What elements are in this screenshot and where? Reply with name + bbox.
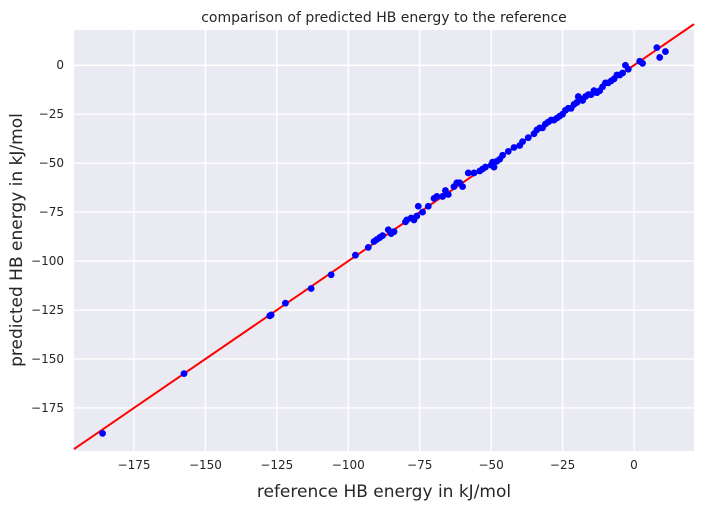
data-point [424,202,432,210]
data-point [414,202,422,210]
data-point [499,151,506,159]
data-point [352,251,359,259]
x-tick-label: 0 [630,458,638,472]
x-tick-label: −75 [407,458,432,472]
plot-area [74,30,694,451]
data-point [267,311,275,319]
y-tick-label: −50 [39,156,64,170]
data-point [99,429,106,437]
y-tick-label: −125 [31,303,64,317]
y-tick-label: −75 [39,205,64,219]
data-point [662,48,669,55]
y-tick-labels: 0 −25 −50 −75 −100 −125 −150 −175 [31,58,64,415]
data-point [470,169,478,177]
x-tick-label: −175 [118,458,151,472]
data-points [99,44,669,437]
data-point [364,243,372,251]
y-tick-label: −100 [31,254,64,268]
y-tick-label: 0 [56,58,64,72]
x-tick-label: −25 [550,458,575,472]
data-point [180,370,188,378]
y-tick-label: −150 [31,352,64,366]
x-tick-label: −50 [478,458,503,472]
data-point [307,285,315,292]
x-axis-label: reference HB energy in kJ/mol [257,482,511,502]
data-point [490,163,498,171]
data-point [419,208,426,216]
data-point [653,44,661,52]
data-point [519,138,526,146]
data-point [390,228,398,236]
x-tick-label: −100 [332,458,365,472]
data-point [639,59,646,67]
data-point [433,193,441,200]
chart-title: comparison of predicted HB energy to the… [201,10,567,26]
data-point [327,271,335,279]
data-point [413,212,421,220]
data-point [464,169,472,177]
x-tick-labels: −175 −150 −125 −100 −75 −50 −25 0 [118,458,638,472]
data-point [624,65,632,73]
x-tick-label: −150 [189,458,222,472]
data-point [459,183,466,191]
grid-lines [74,30,694,451]
data-point [524,134,532,142]
y-tick-label: −175 [31,401,64,415]
data-point [444,191,452,198]
data-point [656,54,664,61]
data-point [482,163,489,171]
data-point [379,232,386,240]
data-point [619,69,626,77]
x-tick-label: −125 [260,458,293,472]
data-point [504,148,512,155]
data-point [510,144,518,151]
y-tick-label: −25 [39,107,64,121]
data-point [439,193,446,200]
data-point [282,299,289,307]
y-axis-label: predicted HB energy in kJ/mol [7,113,27,367]
